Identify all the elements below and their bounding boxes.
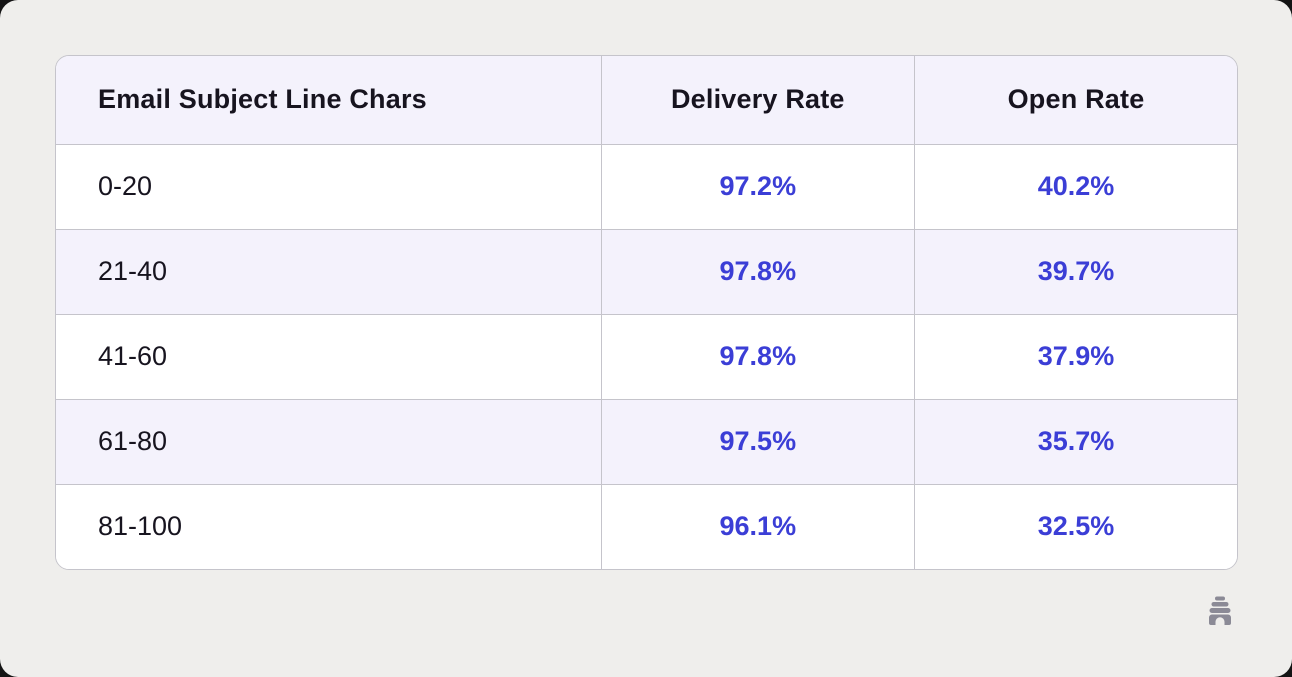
open-rate-value: 39.7% [914, 228, 1237, 315]
delivery-rate-value: 97.5% [600, 398, 916, 485]
header-subject-line-chars: Email Subject Line Chars [56, 56, 602, 145]
delivery-rate-value: 96.1% [600, 483, 916, 569]
data-table: Email Subject Line Chars Delivery Rate O… [56, 56, 1237, 569]
table-header-row: Email Subject Line Chars Delivery Rate O… [56, 56, 1237, 145]
delivery-rate-value: 97.8% [600, 313, 916, 400]
table-row: 81-100 96.1% 32.5% [56, 483, 1237, 569]
header-delivery-rate: Delivery Rate [600, 56, 916, 145]
open-rate-value: 37.9% [914, 313, 1237, 400]
open-rate-value: 32.5% [914, 483, 1237, 569]
table-row: 61-80 97.5% 35.7% [56, 398, 1237, 485]
table-row: 0-20 97.2% 40.2% [56, 143, 1237, 230]
table-row: 21-40 97.8% 39.7% [56, 228, 1237, 315]
chars-range: 61-80 [56, 398, 602, 485]
delivery-rate-value: 97.8% [600, 228, 916, 315]
delivery-rate-value: 97.2% [600, 143, 916, 230]
chars-range: 41-60 [56, 313, 602, 400]
chars-range: 21-40 [56, 228, 602, 315]
header-open-rate: Open Rate [914, 56, 1237, 145]
table-row: 41-60 97.8% 37.9% [56, 313, 1237, 400]
chars-range: 81-100 [56, 483, 602, 569]
chars-range: 0-20 [56, 143, 602, 230]
open-rate-value: 35.7% [914, 398, 1237, 485]
email-subject-line-table: Email Subject Line Chars Delivery Rate O… [55, 55, 1238, 570]
open-rate-value: 40.2% [914, 143, 1237, 230]
beehive-icon [1206, 596, 1234, 626]
